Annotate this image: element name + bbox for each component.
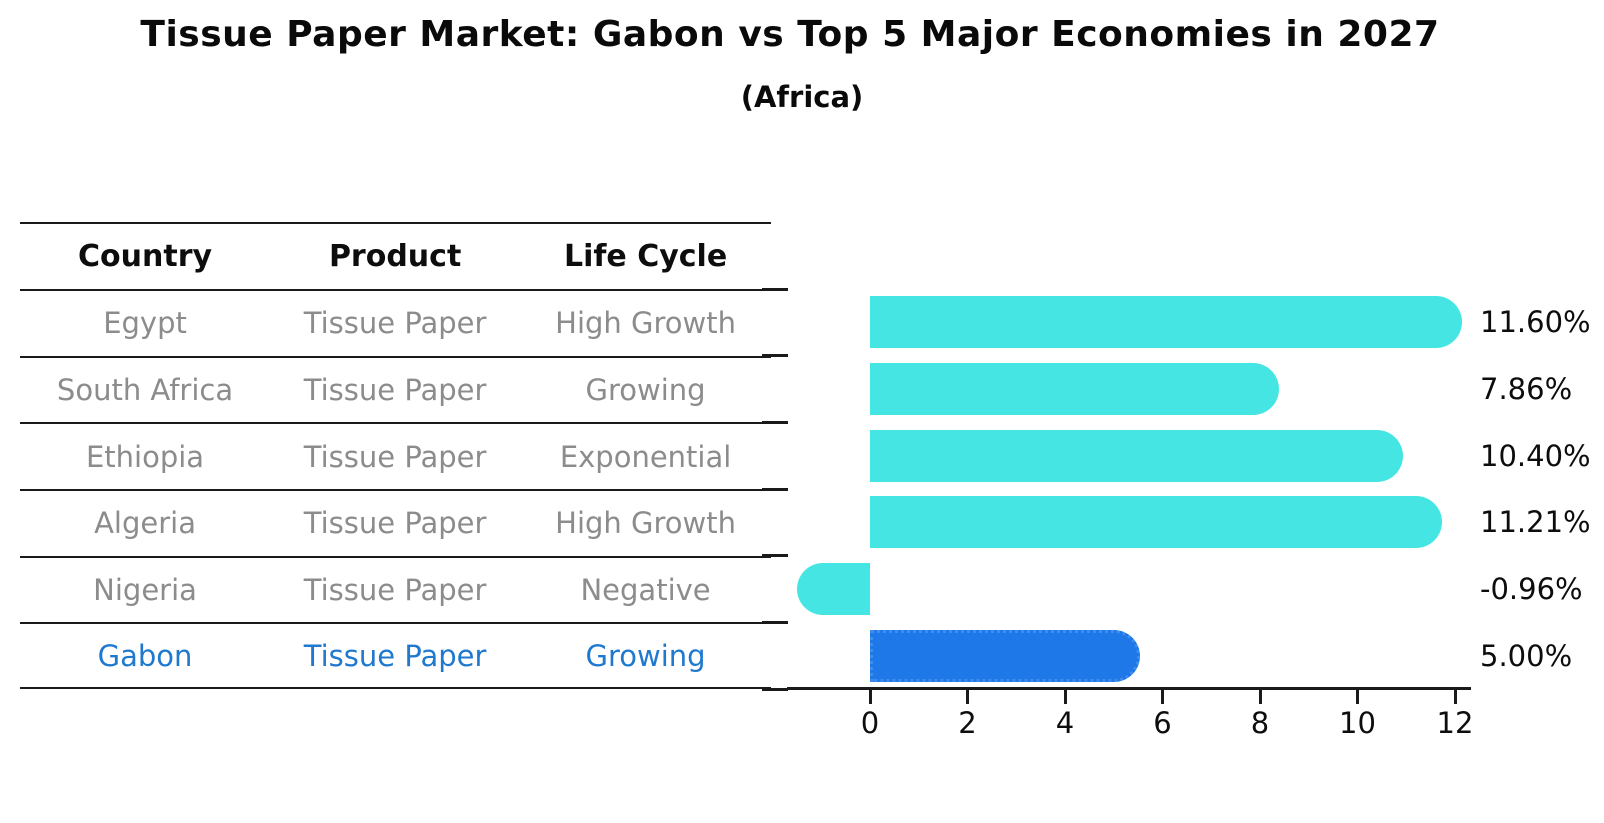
cell-product: Tissue Paper bbox=[303, 439, 487, 474]
col-header-country: Country bbox=[78, 239, 213, 274]
chart-subtitle: (Africa) bbox=[740, 80, 864, 114]
x-tick-label: 8 bbox=[1250, 706, 1270, 740]
x-tick-label: 2 bbox=[958, 706, 977, 740]
chart-title: Tissue Paper Market: Gabon vs Top 5 Majo… bbox=[140, 14, 1440, 55]
bar-value-label-gabon: 5.00% bbox=[1480, 638, 1573, 673]
bar-value-label-south-africa: 7.86% bbox=[1480, 372, 1573, 406]
x-tick-label: 0 bbox=[860, 706, 880, 740]
bar-egypt bbox=[870, 296, 1462, 349]
table-row-algeria: Algeria Tissue Paper High Growth bbox=[20, 488, 771, 556]
cell-product: Tissue Paper bbox=[303, 506, 487, 541]
x-tick bbox=[1356, 690, 1359, 704]
cell-life-cycle: High Growth bbox=[555, 506, 736, 541]
cell-country: South Africa bbox=[56, 372, 234, 407]
table-row-gabon: Gabon Tissue Paper Growing bbox=[20, 622, 771, 689]
cell-country: Egypt bbox=[103, 306, 187, 341]
cell-product: Tissue Paper bbox=[303, 372, 487, 407]
country-table: Country Product Life Cycle Egypt Tissue Pap… bbox=[20, 222, 771, 689]
bar-value-label-ethiopia: 10.40% bbox=[1480, 438, 1591, 473]
x-axis-line bbox=[787, 687, 1471, 690]
col-header-life-cycle: Life Cycle bbox=[563, 239, 728, 274]
table-body: Egypt Tissue Paper High Growth South Africa… bbox=[20, 289, 771, 689]
cell-life-cycle: Negative bbox=[580, 572, 711, 607]
cell-country: Gabon bbox=[97, 638, 193, 673]
bar-ethiopia bbox=[870, 429, 1403, 482]
x-tick-label: 12 bbox=[1436, 706, 1474, 740]
bar-south-africa bbox=[870, 363, 1280, 415]
x-tick bbox=[1161, 690, 1164, 704]
x-tick-label: 4 bbox=[1055, 706, 1075, 740]
x-tick bbox=[1453, 690, 1457, 704]
cell-life-cycle: Growing bbox=[585, 372, 706, 407]
table-row-egypt: Egypt Tissue Paper High Growth bbox=[20, 289, 771, 356]
bar-algeria bbox=[870, 496, 1443, 549]
table-row-ethiopia: Ethiopia Tissue Paper Exponential bbox=[20, 422, 771, 489]
cell-country: Ethiopia bbox=[85, 439, 205, 474]
x-tick bbox=[1258, 690, 1262, 704]
col-header-product: Product bbox=[328, 239, 462, 274]
cell-life-cycle: Growing bbox=[585, 638, 706, 673]
x-tick-label: 6 bbox=[1153, 706, 1172, 740]
cell-country: Algeria bbox=[94, 506, 196, 541]
x-tick-label: 10 bbox=[1339, 706, 1376, 740]
x-tick bbox=[868, 690, 872, 704]
cell-life-cycle: Exponential bbox=[559, 439, 732, 474]
bar-value-label-nigeria: -0.96% bbox=[1480, 572, 1583, 606]
bar-value-label-egypt: 11.60% bbox=[1480, 305, 1591, 340]
table-row-south-africa: South Africa Tissue Paper Growing bbox=[20, 355, 771, 423]
table-header-row: Country Product Life Cycle bbox=[20, 222, 771, 289]
cell-life-cycle: High Growth bbox=[555, 306, 736, 341]
cell-product: Tissue Paper bbox=[303, 638, 487, 673]
table-row-nigeria: Nigeria Tissue Paper Negative bbox=[20, 555, 771, 623]
cell-product: Tissue Paper bbox=[303, 572, 487, 607]
cell-country: Nigeria bbox=[93, 572, 197, 607]
bar-gabon bbox=[870, 629, 1140, 682]
bar-nigeria bbox=[797, 563, 870, 615]
cell-product: Tissue Paper bbox=[303, 306, 487, 341]
x-tick bbox=[1063, 690, 1067, 704]
x-tick bbox=[966, 690, 969, 704]
bar-value-label-algeria: 11.21% bbox=[1480, 505, 1591, 540]
